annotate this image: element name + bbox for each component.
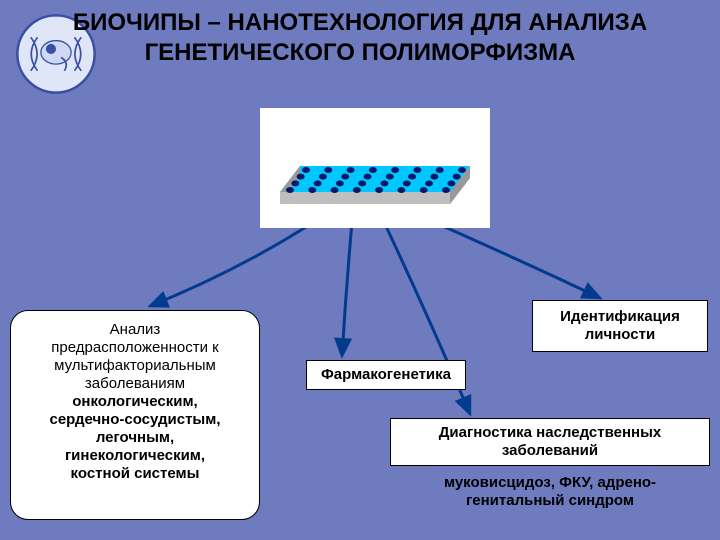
box-analysis: Анализ предрасположенности к мультифакто… (10, 310, 260, 520)
analysis-line3: мультифакториальным (21, 357, 249, 375)
analysis-line2: предрасположенности к (21, 339, 249, 357)
analysis-line7: легочным, (21, 429, 249, 447)
chip-svg (260, 108, 490, 228)
diseases-text: муковисцидоз, ФКУ, адрено- генитальный с… (390, 474, 710, 510)
analysis-line6: сердечно-сосудистым, (21, 411, 249, 429)
title-line-2: ГЕНЕТИЧЕСКОГО ПОЛИМОРФИЗМА (0, 38, 720, 68)
analysis-line8: гинекологическим, (21, 447, 249, 465)
analysis-line1: Анализ (21, 321, 249, 339)
identity-line2: личности (560, 326, 680, 344)
diseases-line2: генитальный синдром (390, 492, 710, 510)
box-pharmacogenetics: Фармакогенетика (306, 360, 466, 390)
analysis-line9: костной системы (21, 465, 249, 483)
box-identity: Идентификация личности (532, 300, 708, 352)
chip-front-edge (280, 192, 450, 204)
diseases-line1: муковисцидоз, ФКУ, адрено- (390, 474, 710, 492)
biochip-diagram (260, 108, 490, 228)
diag-line1: Диагностика наследственных (439, 424, 662, 442)
slide-title: БИОЧИПЫ – НАНОТЕХНОЛОГИЯ ДЛЯ АНАЛИЗА ГЕН… (0, 8, 720, 68)
analysis-line5: онкологическим, (21, 393, 249, 411)
title-line-1: БИОЧИПЫ – НАНОТЕХНОЛОГИЯ ДЛЯ АНАЛИЗА (0, 8, 720, 38)
box-diagnostics: Диагностика наследственных заболеваний (390, 418, 710, 466)
identity-line1: Идентификация (560, 308, 680, 326)
diag-line2: заболеваний (439, 442, 662, 460)
analysis-line4: заболеваниям (21, 375, 249, 393)
